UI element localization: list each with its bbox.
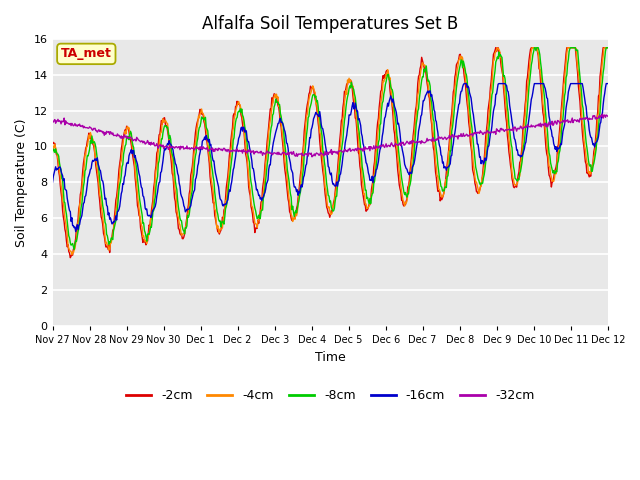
- X-axis label: Time: Time: [315, 350, 346, 364]
- Legend: -2cm, -4cm, -8cm, -16cm, -32cm: -2cm, -4cm, -8cm, -16cm, -32cm: [121, 384, 540, 407]
- Title: Alfalfa Soil Temperatures Set B: Alfalfa Soil Temperatures Set B: [202, 15, 458, 33]
- Text: TA_met: TA_met: [61, 48, 112, 60]
- Y-axis label: Soil Temperature (C): Soil Temperature (C): [15, 118, 28, 247]
